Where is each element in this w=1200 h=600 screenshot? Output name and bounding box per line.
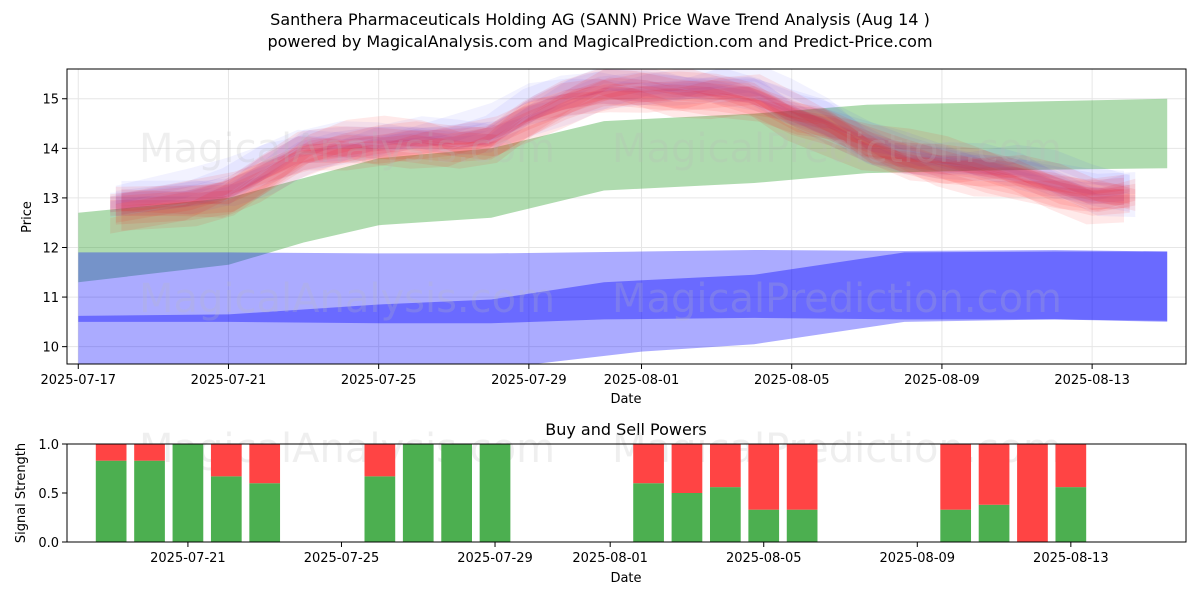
price-x-tick-label: 2025-07-21 <box>191 373 267 388</box>
sell-bar <box>210 444 242 477</box>
buy-bar <box>210 476 242 542</box>
power-chart: Buy and Sell Powers MagicalAnalysis.com … <box>14 420 1187 586</box>
price-x-tick-label: 2025-08-09 <box>904 373 980 388</box>
sell-bar <box>134 444 165 461</box>
power-y-tick-label: 0.0 <box>38 536 59 551</box>
power-x-tick-label: 2025-08-13 <box>1033 551 1109 566</box>
power-x-tick-label: 2025-07-29 <box>457 551 533 566</box>
watermark-top-right: MagicalPrediction.com <box>612 126 1062 172</box>
power-y-tick-label: 1.0 <box>38 438 59 453</box>
buy-bar <box>633 483 664 542</box>
power-x-tick-label: 2025-08-09 <box>880 551 956 566</box>
price-wave-ribbon <box>121 69 1136 217</box>
buy-bar <box>978 504 1010 542</box>
price-y-tick-label: 15 <box>42 93 59 108</box>
price-y-tick-label: 11 <box>42 291 59 306</box>
price-wave-ribbon <box>115 85 1130 223</box>
price-wave-ribbon <box>121 74 1136 216</box>
buy-bar <box>364 476 396 542</box>
buy-bar <box>671 493 703 542</box>
price-x-tick-label: 2025-08-01 <box>604 373 680 388</box>
sell-bar <box>978 444 1010 505</box>
price-x-tick-label: 2025-08-05 <box>754 373 830 388</box>
power-y-label: Signal Strength <box>14 443 29 543</box>
price-wave-ribbon <box>115 71 1130 210</box>
price-x-tick-label: 2025-07-29 <box>491 373 567 388</box>
buy-bar <box>479 444 511 542</box>
price-wave-ribbon <box>110 80 1124 211</box>
power-axes: 2025-07-21 2025-07-25 2025-07-29 2025-08-01… <box>38 438 1108 566</box>
watermark-mid-left: MagicalAnalysis.com <box>139 276 555 322</box>
buy-bar <box>786 509 818 542</box>
figure-title-line1: Santhera Pharmaceuticals Holding AG (SAN… <box>270 10 930 29</box>
price-wave-ribbon <box>121 77 1136 231</box>
price-x-label: Date <box>610 392 641 407</box>
sell-bar <box>249 444 281 484</box>
sell-bar <box>940 444 972 510</box>
sell-bar <box>786 444 818 510</box>
power-x-label: Date <box>610 571 641 586</box>
power-x-tick-label: 2025-07-21 <box>150 551 226 566</box>
price-wave-ribbon <box>110 84 1124 225</box>
buy-bar <box>441 444 472 542</box>
price-y-label: Price <box>20 201 35 233</box>
price-wave-ribbon <box>115 76 1130 212</box>
power-x-tick-label: 2025-08-05 <box>726 551 802 566</box>
sell-bar <box>1017 444 1048 542</box>
price-waves <box>110 69 1136 234</box>
price-bands <box>78 98 1168 364</box>
price-wave-ribbon <box>110 72 1124 209</box>
sell-bar <box>1055 444 1087 488</box>
price-wave-ribbon <box>121 69 1136 215</box>
price-band-blue-wide-band <box>78 250 1168 364</box>
price-wave-ribbon <box>115 69 1130 205</box>
price-band-green-trend-band <box>78 98 1168 283</box>
power-bars <box>95 444 1087 542</box>
price-x-tick-label: 2025-07-17 <box>40 373 116 388</box>
price-wave-ribbon <box>110 86 1124 218</box>
buy-bar <box>402 444 434 542</box>
price-y-tick-label: 13 <box>42 192 59 207</box>
buy-bar <box>709 487 741 542</box>
sell-bar <box>748 444 780 510</box>
sell-bar <box>95 444 127 461</box>
price-chart: MagicalAnalysis.com MagicalPrediction.co… <box>20 68 1187 407</box>
watermark-mid-right: MagicalPrediction.com <box>612 276 1062 322</box>
buy-bar <box>249 483 281 542</box>
price-plot-frame <box>66 68 1187 365</box>
buy-bar <box>134 460 165 542</box>
price-y-tick-label: 14 <box>42 142 59 157</box>
buy-bar <box>940 509 972 542</box>
price-y-tick-label: 10 <box>42 341 59 356</box>
sell-bar <box>364 444 396 477</box>
power-chart-title: Buy and Sell Powers <box>545 420 707 439</box>
figure-title-line2: powered by MagicalAnalysis.com and Magic… <box>267 32 932 51</box>
price-wave-ribbon <box>115 85 1130 225</box>
power-x-tick-label: 2025-07-25 <box>304 551 380 566</box>
price-gridlines <box>67 69 1186 364</box>
sell-bar <box>633 444 664 484</box>
watermark-top-left: MagicalAnalysis.com <box>139 126 555 172</box>
price-axes: 2025-07-17 2025-07-21 2025-07-25 2025-07-29… <box>40 93 1129 388</box>
price-y-tick-label: 12 <box>42 241 59 256</box>
buy-bar <box>1055 487 1087 542</box>
buy-bar <box>748 509 780 542</box>
power-x-tick-label: 2025-08-01 <box>572 551 648 566</box>
price-x-tick-label: 2025-08-13 <box>1054 373 1130 388</box>
price-wave-ribbon <box>110 72 1124 213</box>
sell-bar <box>671 444 703 493</box>
price-wave-ribbon <box>110 69 1124 213</box>
price-wave-ribbon <box>121 69 1136 215</box>
price-band-blue-core-band <box>78 251 1168 324</box>
buy-bar <box>95 460 127 542</box>
price-wave-ribbon <box>115 69 1130 216</box>
power-y-tick-label: 0.5 <box>38 487 59 502</box>
buy-bar <box>172 444 204 542</box>
price-watermarks: MagicalAnalysis.com MagicalPrediction.co… <box>139 126 1062 322</box>
price-x-tick-label: 2025-07-25 <box>341 373 417 388</box>
sell-bar <box>709 444 741 488</box>
